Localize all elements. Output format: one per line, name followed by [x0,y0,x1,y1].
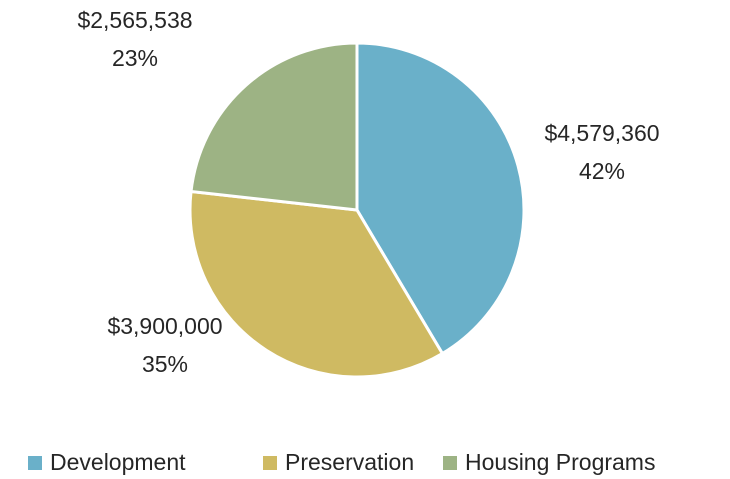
percent-label: 42% [579,158,625,184]
legend-label: Preservation [285,449,414,475]
value-label: $3,900,000 [107,313,222,339]
pie-slice [189,41,359,212]
legend-swatch [263,456,277,470]
value-label: $2,565,538 [77,7,192,33]
legend-label: Housing Programs [465,449,655,475]
legend-swatch [443,456,457,470]
pie-slice [188,189,445,379]
value-label: $4,579,360 [544,120,659,146]
percent-label: 23% [112,45,158,71]
pie-slice [355,41,526,356]
legend-label: Development [50,449,186,475]
percent-label: 35% [142,351,188,377]
legend-swatch [28,456,42,470]
